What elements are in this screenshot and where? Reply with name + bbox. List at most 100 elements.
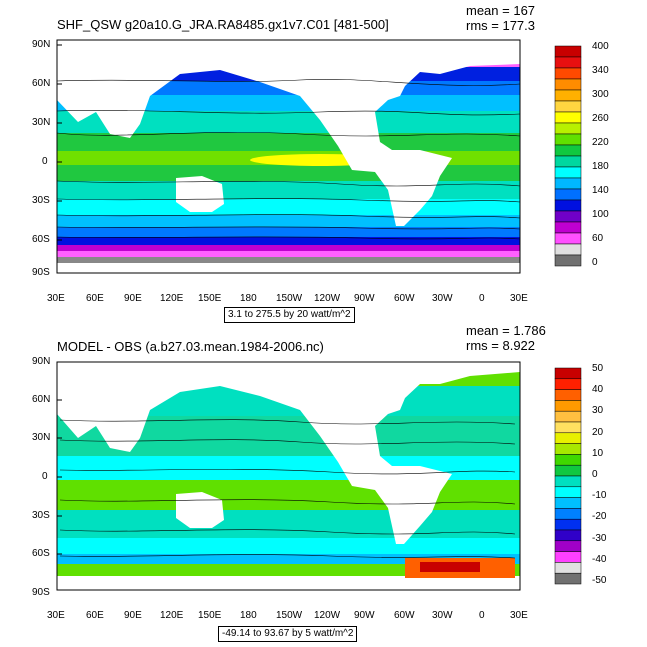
colorbar-swatch bbox=[554, 155, 582, 168]
colorbar-swatch bbox=[554, 133, 582, 146]
colorbar-label: 220 bbox=[592, 137, 609, 148]
colorbar-swatch bbox=[554, 475, 582, 488]
colorbar-swatch bbox=[554, 188, 582, 201]
panel2-lon-label: 30W bbox=[432, 610, 453, 621]
panel2-lon-label: 0 bbox=[479, 610, 485, 621]
panel1-lat-label: 0 bbox=[42, 156, 48, 167]
panel2-rms: rms = 8.922 bbox=[466, 338, 536, 353]
panel1-lon-label: 150E bbox=[198, 293, 222, 304]
colorbar-label: 30 bbox=[592, 405, 604, 417]
panel1-ticks bbox=[57, 44, 62, 274]
panel2-lat-label: 90N bbox=[32, 356, 51, 367]
colorbar-swatch bbox=[554, 464, 582, 477]
panel2-colorbar bbox=[554, 367, 582, 585]
panel1-lat-label: 30S bbox=[32, 195, 50, 206]
colorbar-label: 40 bbox=[592, 384, 604, 396]
panel2-title: MODEL - OBS (a.b27.03.mean.1984-2006.nc) bbox=[57, 339, 324, 354]
colorbar-swatch bbox=[554, 572, 582, 585]
panel1-lat-label: 90S bbox=[32, 267, 50, 278]
panel1-lon-label: 120E bbox=[160, 293, 184, 304]
colorbar-label: 300 bbox=[592, 89, 609, 100]
panel1-lon-label: 90W bbox=[354, 293, 375, 304]
colorbar-label: -30 bbox=[592, 532, 607, 544]
panel2-lat-label: 30S bbox=[32, 510, 50, 521]
colorbar-swatch bbox=[554, 254, 582, 267]
colorbar-swatch bbox=[554, 454, 582, 466]
colorbar-swatch bbox=[554, 443, 582, 455]
panel1-mean: mean = 167 bbox=[466, 3, 536, 18]
colorbar-swatch bbox=[554, 421, 582, 434]
colorbar-label: 140 bbox=[592, 185, 609, 196]
colorbar-label: 340 bbox=[592, 65, 609, 76]
colorbar-swatch bbox=[554, 122, 582, 135]
colorbar-swatch bbox=[554, 432, 582, 444]
colorbar-swatch bbox=[554, 67, 582, 80]
panel1-lon-label: 60W bbox=[394, 293, 415, 304]
colorbar-swatch bbox=[554, 529, 582, 542]
panel2-lat-label: 0 bbox=[42, 471, 48, 482]
colorbar-swatch bbox=[554, 508, 582, 520]
colorbar-swatch bbox=[554, 144, 582, 157]
colorbar-label: 20 bbox=[592, 426, 604, 438]
colorbar-label: 50 bbox=[592, 363, 604, 374]
colorbar-label: 100 bbox=[592, 209, 609, 220]
colorbar-swatch bbox=[554, 199, 582, 212]
colorbar-swatch bbox=[554, 551, 582, 563]
panel2-lat-label: 30N bbox=[32, 432, 51, 443]
panel1-title: SHF_QSW g20a10.G_JRA.RA8485.gx1v7.C01 [4… bbox=[57, 17, 389, 32]
colorbar-swatch bbox=[554, 367, 582, 380]
colorbar-swatch bbox=[554, 166, 582, 179]
panel1-lon-label: 30W bbox=[432, 293, 453, 304]
panel1-lon-label: 30E bbox=[47, 293, 65, 304]
panel1-lat-label: 60S bbox=[32, 234, 50, 245]
colorbar-label: 60 bbox=[592, 233, 604, 244]
colorbar-swatch bbox=[554, 562, 582, 574]
colorbar-swatch bbox=[554, 410, 582, 423]
panel1-lon-label: 180 bbox=[240, 293, 257, 304]
colorbar-swatch bbox=[554, 540, 582, 552]
colorbar-label: 0 bbox=[592, 257, 598, 268]
panel2-lon-label: 90E bbox=[124, 610, 142, 621]
panel2-lon-label: 60W bbox=[394, 610, 415, 621]
colorbar-label: 400 bbox=[592, 41, 609, 52]
colorbar-label: -20 bbox=[592, 511, 607, 523]
panel2-lon-label: 90W bbox=[354, 610, 375, 621]
colorbar-swatch bbox=[554, 210, 582, 223]
panel2-range-label: -49.14 to 93.67 by 5 watt/m^2 bbox=[218, 626, 358, 642]
panel1-lat-label: 90N bbox=[32, 39, 51, 50]
colorbar-swatch bbox=[554, 497, 582, 509]
panel2-map bbox=[56, 361, 521, 591]
panel2-lon-label: 180 bbox=[240, 610, 257, 621]
colorbar-swatch bbox=[554, 400, 582, 412]
colorbar-label: -40 bbox=[592, 553, 607, 565]
panel2-mean: mean = 1.786 bbox=[466, 323, 546, 338]
panel2-lon-label: 120E bbox=[160, 610, 184, 621]
colorbar-swatch bbox=[554, 45, 582, 58]
colorbar-label: -10 bbox=[592, 490, 607, 502]
colorbar-label: -50 bbox=[592, 575, 607, 586]
colorbar-swatch bbox=[554, 177, 582, 190]
panel1-lat-label: 60N bbox=[32, 78, 51, 89]
panel2-lat-label: 60S bbox=[32, 548, 50, 559]
panel1-rms: rms = 177.3 bbox=[466, 18, 536, 33]
panel1-lon-label: 150W bbox=[276, 293, 303, 304]
panel2-lon-label: 60E bbox=[86, 610, 104, 621]
panel2-lon-label: 120W bbox=[314, 610, 341, 621]
panel1-lon-label: 60E bbox=[86, 293, 104, 304]
panel2-lon-label: 30E bbox=[510, 610, 528, 621]
panel1-lat-label: 30N bbox=[32, 117, 51, 128]
colorbar-label: 260 bbox=[592, 113, 609, 124]
colorbar-swatch bbox=[554, 100, 582, 113]
panel2-lon-label: 30E bbox=[47, 610, 65, 621]
panel1-lon-label: 120W bbox=[314, 293, 341, 304]
panel1-lon-label: 0 bbox=[479, 293, 485, 304]
colorbar-label: 180 bbox=[592, 161, 609, 172]
panel1-range-label: 3.1 to 275.5 by 20 watt/m^2 bbox=[224, 307, 355, 323]
colorbar-label: 10 bbox=[592, 447, 604, 459]
panel2-lat-label: 60N bbox=[32, 394, 51, 405]
panel2-lon-label: 150E bbox=[198, 610, 222, 621]
colorbar-swatch bbox=[554, 78, 582, 91]
panel1-lon-label: 90E bbox=[124, 293, 142, 304]
panel1-lon-label: 30E bbox=[510, 293, 528, 304]
colorbar-swatch bbox=[554, 56, 582, 69]
